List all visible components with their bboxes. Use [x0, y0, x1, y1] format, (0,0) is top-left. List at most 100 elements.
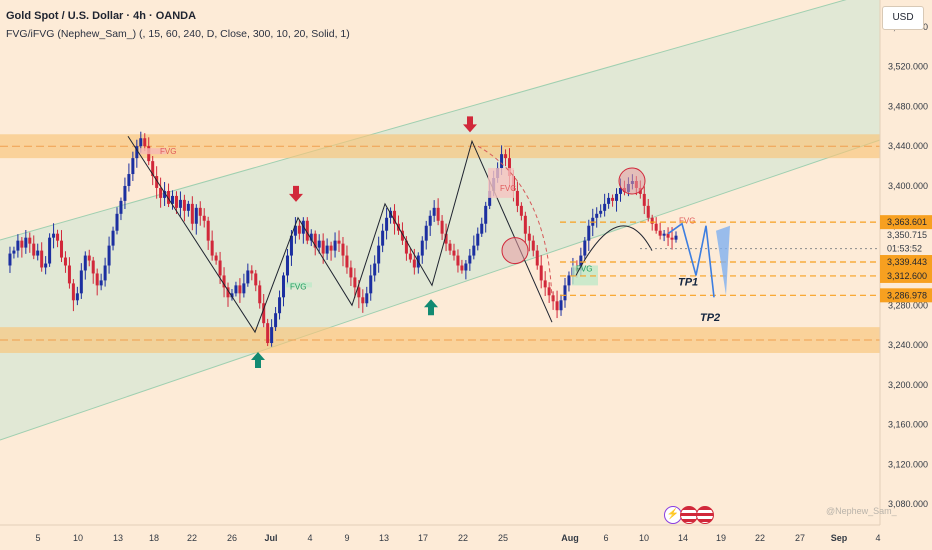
candle-body: [646, 205, 650, 218]
x-tick-label: Aug: [561, 533, 579, 543]
candle-body: [266, 323, 270, 344]
candle-body: [151, 161, 155, 177]
x-tick-label: 27: [795, 533, 805, 543]
candle-body: [282, 275, 286, 298]
tp1-label: TP1: [678, 276, 698, 288]
candle-body: [488, 190, 492, 206]
y-tick-label: 3,200.000: [888, 380, 928, 390]
candle-body: [214, 255, 218, 261]
x-tick-label: 19: [716, 533, 726, 543]
x-tick-label: 4: [875, 533, 880, 543]
candle-body: [178, 199, 182, 208]
candle-body: [500, 154, 504, 169]
candle-body: [436, 207, 440, 221]
candle-body: [432, 207, 436, 216]
currency-button[interactable]: USD: [882, 6, 924, 30]
candle-body: [460, 265, 464, 271]
candle-body: [404, 240, 408, 254]
candle-body: [349, 267, 353, 278]
candle-body: [452, 250, 456, 256]
candle-body: [285, 255, 289, 276]
candle-body: [24, 237, 28, 248]
signal-arrow-down-icon: [463, 116, 477, 133]
signal-arrow-up-icon: [251, 351, 265, 368]
candle-body: [250, 270, 254, 274]
candle-body: [12, 250, 16, 254]
candle-body: [618, 187, 623, 194]
candle-body: [531, 240, 535, 251]
candle-body: [210, 240, 214, 256]
candle-body: [278, 297, 282, 314]
dashed-curve: [477, 145, 553, 301]
fvg-box: [140, 148, 166, 155]
candle-body: [317, 240, 321, 248]
x-tick-label: 22: [187, 533, 197, 543]
candle-body: [361, 297, 365, 304]
candle-body: [56, 233, 60, 241]
candle-body: [555, 301, 559, 311]
price-tag-label: 01:53:52: [887, 244, 922, 254]
candle-body: [587, 225, 591, 241]
candle-body: [543, 280, 547, 288]
price-tag-box: [880, 268, 932, 283]
candle-body: [139, 138, 143, 147]
channel-lower-line: [0, 139, 881, 441]
y-tick-label: 3,520.000: [888, 62, 928, 72]
candle-body: [476, 233, 480, 246]
tp2-label: TP2: [700, 312, 720, 324]
candle-body: [329, 245, 333, 251]
us-flag-icon[interactable]: [696, 506, 714, 524]
fvg-label: FVG: [576, 264, 592, 273]
candle-body: [309, 233, 313, 241]
candle-body: [579, 255, 583, 271]
candle-body: [230, 293, 234, 298]
candle-body: [95, 273, 99, 286]
candle-body: [468, 255, 472, 264]
price-tag-box: [880, 288, 932, 303]
candle-body: [345, 255, 349, 268]
x-tick-label: 6: [603, 533, 608, 543]
candle-body: [464, 263, 468, 271]
candle-body: [547, 287, 551, 296]
candle-body: [408, 253, 412, 260]
projection-arrow: [716, 225, 730, 296]
price-tag-label: 3,286.978: [887, 290, 927, 300]
candle-body: [369, 275, 373, 294]
candle-body: [662, 233, 666, 236]
x-tick-label: Sep: [831, 533, 848, 543]
x-tick-label: 18: [149, 533, 159, 543]
candle-body: [59, 240, 64, 258]
candle-body: [242, 283, 246, 294]
y-tick-label: 3,080.000: [888, 499, 928, 509]
indicator-legend[interactable]: FVG/iFVG (Nephew_Sam_) (, 15, 60, 240, D…: [6, 28, 350, 40]
x-tick-label: 26: [227, 533, 237, 543]
x-tick-label: 10: [73, 533, 83, 543]
candle-body: [258, 285, 262, 304]
candle-body: [8, 253, 12, 266]
price-tag-label: 3,350.715: [887, 230, 927, 240]
y-tick-label: 3,480.000: [888, 101, 928, 111]
candle-body: [36, 250, 40, 256]
x-tick-label: 4: [307, 533, 312, 543]
x-tick-label: 14: [678, 533, 688, 543]
x-tick-label: 9: [344, 533, 349, 543]
candle-body: [480, 223, 484, 234]
candle-body: [567, 275, 571, 286]
candle-body: [642, 193, 646, 206]
price-tag-box: [880, 215, 932, 230]
author-watermark: @Nephew_Sam_: [826, 506, 897, 516]
candle-body: [472, 245, 476, 256]
candle-body: [519, 205, 523, 216]
candle-body: [666, 233, 670, 238]
candle-body: [159, 187, 163, 198]
candle-body: [63, 257, 67, 266]
candle-body: [131, 158, 135, 175]
x-tick-label: 5: [35, 533, 40, 543]
candle-body: [527, 233, 531, 241]
candle-body: [163, 190, 167, 198]
candle-body: [484, 205, 488, 224]
candle-body: [71, 283, 75, 301]
candle-body: [67, 265, 71, 284]
candle-body: [198, 207, 202, 216]
